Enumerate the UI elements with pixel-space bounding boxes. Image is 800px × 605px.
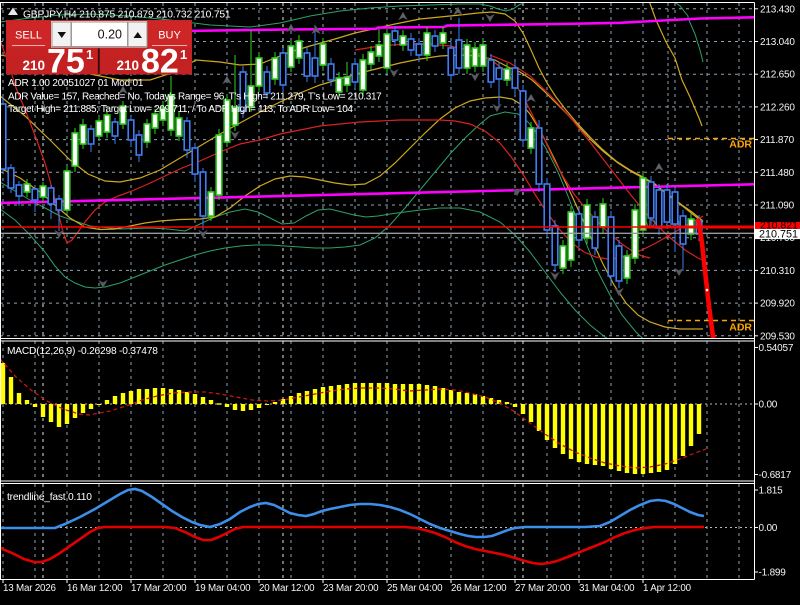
svg-text:75: 75 — [47, 43, 85, 81]
svg-text:26 Mar 12:00: 26 Mar 12:00 — [451, 583, 507, 594]
svg-text:211.870: 211.870 — [760, 135, 795, 146]
svg-text:ADR 1.00 20051027 01 Mod 01: ADR 1.00 20051027 01 Mod 01 — [8, 78, 144, 89]
svg-text:211.480: 211.480 — [760, 168, 795, 179]
svg-text:13 Mar 2026: 13 Mar 2026 — [3, 583, 57, 594]
svg-text:212.650: 212.650 — [760, 70, 795, 81]
svg-text:19 Mar 04:00: 19 Mar 04:00 — [195, 583, 251, 594]
svg-text:209.920: 209.920 — [760, 299, 795, 310]
svg-text:210: 210 — [22, 58, 45, 73]
svg-text:210.310: 210.310 — [760, 266, 795, 277]
svg-text:27 Mar 20:00: 27 Mar 20:00 — [515, 583, 571, 594]
svg-text:ADR: ADR — [729, 139, 752, 151]
svg-text:17 Mar 20:00: 17 Mar 20:00 — [131, 583, 187, 594]
svg-text:1: 1 — [86, 47, 93, 62]
svg-text:1: 1 — [180, 47, 187, 62]
svg-text:-0.6817: -0.6817 — [759, 470, 792, 481]
svg-text:213.430: 213.430 — [760, 4, 795, 15]
svg-text:0.00: 0.00 — [759, 400, 778, 411]
svg-text:25 Mar 04:00: 25 Mar 04:00 — [387, 583, 443, 594]
svg-text:0.00: 0.00 — [759, 523, 778, 534]
svg-text:Target High= 211.885; Target L: Target High= 211.885; Target Low= 209.71… — [8, 104, 353, 115]
svg-text:ADR: ADR — [729, 322, 752, 334]
svg-text:210.821: 210.821 — [760, 219, 798, 231]
svg-text:31 Mar 04:00: 31 Mar 04:00 — [579, 583, 635, 594]
svg-text:BUY: BUY — [158, 30, 181, 42]
svg-text:210.751: 210.751 — [759, 229, 798, 241]
svg-text:ADR Start: ADR Start — [642, 218, 686, 229]
svg-text:0.54057: 0.54057 — [759, 343, 794, 354]
svg-text:82: 82 — [141, 43, 179, 81]
svg-text:-1.899: -1.899 — [759, 568, 787, 579]
svg-text:MACD(12,26,9) -0.26298 -0.3747: MACD(12,26,9) -0.26298 -0.37478 — [7, 346, 158, 357]
svg-text:211.090: 211.090 — [760, 201, 795, 212]
svg-text:209.530: 209.530 — [760, 331, 795, 342]
svg-text:212.260: 212.260 — [760, 102, 795, 113]
svg-text:210: 210 — [116, 58, 139, 73]
svg-text:1.815: 1.815 — [759, 486, 784, 497]
svg-text:trendline_fast 0.110: trendline_fast 0.110 — [7, 492, 92, 503]
svg-text:GBPJPY,H4 210.875 210.879 210: GBPJPY,H4 210.875 210.879 210.732 210.75… — [23, 10, 231, 21]
svg-text:SELL: SELL — [15, 30, 42, 42]
svg-text:1 Apr 12:00: 1 Apr 12:00 — [643, 583, 692, 594]
svg-text:20 Mar 12:00: 20 Mar 12:00 — [259, 583, 315, 594]
svg-text:ADR Value= 157, Reached= No, T: ADR Value= 157, Reached= No, Today’s Ran… — [8, 92, 382, 103]
svg-text:0.20: 0.20 — [98, 28, 122, 42]
svg-text:23 Mar 20:00: 23 Mar 20:00 — [323, 583, 379, 594]
svg-text:213.040: 213.040 — [760, 37, 795, 48]
svg-text:16 Mar 12:00: 16 Mar 12:00 — [67, 583, 123, 594]
